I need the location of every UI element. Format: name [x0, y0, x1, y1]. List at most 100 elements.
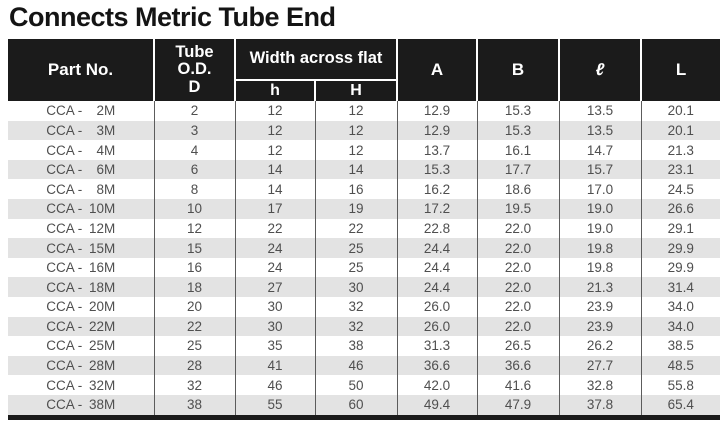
- cell-l: 48.5: [640, 355, 721, 376]
- col-header-part-no: Part No.: [8, 39, 154, 102]
- cell-ell: 13.5: [558, 101, 642, 121]
- cell-part-no: CCA - 6M: [8, 159, 154, 180]
- cell-ell: 26.2: [558, 336, 642, 356]
- col-header-h: h: [234, 80, 315, 102]
- cell-tube-od: 12: [153, 218, 235, 239]
- cell-tube-od: 6: [153, 159, 235, 180]
- cell-hh: 19: [314, 199, 398, 219]
- cell-b: 47.9: [476, 394, 560, 415]
- cell-l: 24.5: [640, 179, 721, 200]
- cell-ell: 14.7: [558, 140, 642, 160]
- part-no-size: 8M: [96, 181, 116, 197]
- cell-b: 19.5: [476, 199, 560, 219]
- cell-ell: 23.9: [558, 316, 642, 337]
- cell-l: 21.3: [640, 140, 721, 160]
- cell-b: 17.7: [476, 159, 560, 180]
- cell-h: 22: [234, 218, 315, 239]
- cell-a: 24.4: [396, 277, 478, 297]
- cell-part-no: CCA - 8M: [8, 179, 154, 200]
- part-no-prefix: CCA -: [46, 103, 83, 119]
- cell-a: 17.2: [396, 199, 478, 219]
- cell-h: 35: [234, 336, 315, 356]
- cell-tube-od: 8: [153, 179, 235, 200]
- cell-ell: 23.9: [558, 296, 642, 317]
- part-no-prefix: CCA -: [46, 142, 83, 158]
- cell-part-no: CCA - 15M: [8, 238, 154, 258]
- col-header-l: L: [640, 39, 721, 102]
- cell-a: 49.4: [396, 394, 478, 415]
- cell-a: 24.4: [396, 238, 478, 258]
- part-no-prefix: CCA -: [46, 318, 83, 334]
- cell-hh: 16: [314, 179, 398, 200]
- cell-part-no: CCA - 3M: [8, 120, 154, 141]
- cell-ell: 13.5: [558, 120, 642, 141]
- cell-h: 14: [234, 179, 315, 200]
- table-body: CCA -2M 2 12 12 12.9 15.3 13.5 20.1 CCA -3M 3 12 12…: [8, 101, 721, 415]
- cell-tube-od: 16: [153, 257, 235, 278]
- part-no-size: 20M: [88, 299, 116, 315]
- cell-tube-od: 22: [153, 316, 235, 337]
- cell-hh: 12: [314, 140, 398, 160]
- cell-l: 23.1: [640, 159, 721, 180]
- tube-od-line2: O.D.: [177, 60, 212, 79]
- cell-hh: 32: [314, 316, 398, 337]
- cell-ell: 19.0: [558, 218, 642, 239]
- cell-tube-od: 10: [153, 199, 235, 219]
- table-row: CCA -12M 12 22 22 22.8 22.0 19.0 29.1: [8, 218, 721, 239]
- part-no-size: 25M: [88, 338, 116, 354]
- cell-hh: 14: [314, 159, 398, 180]
- cell-tube-od: 32: [153, 375, 235, 395]
- tube-od-line3: D: [188, 77, 201, 96]
- table-row: CCA -28M 28 41 46 36.6 36.6 27.7 48.5: [8, 355, 721, 376]
- cell-ell: 19.8: [558, 257, 642, 278]
- cell-part-no: CCA - 20M: [8, 296, 154, 317]
- cell-a: 16.2: [396, 179, 478, 200]
- cell-l: 29.9: [640, 257, 721, 278]
- cell-b: 22.0: [476, 218, 560, 239]
- cell-part-no: CCA - 28M: [8, 355, 154, 376]
- part-no-prefix: CCA -: [46, 181, 83, 197]
- cell-tube-od: 20: [153, 296, 235, 317]
- part-no-prefix: CCA -: [46, 279, 83, 295]
- cell-a: 36.6: [396, 355, 478, 376]
- cell-part-no: CCA - 4M: [8, 140, 154, 160]
- part-no-size: 32M: [88, 377, 116, 393]
- table-row: CCA - 18M 18 27 30 24.4 22.0 21.3 31.4: [8, 277, 721, 297]
- cell-a: 12.9: [396, 120, 478, 141]
- cell-hh: 12: [314, 101, 398, 121]
- part-no-prefix: CCA -: [46, 358, 83, 374]
- cell-b: 22.0: [476, 296, 560, 317]
- cell-a: 42.0: [396, 375, 478, 395]
- part-no-size: 2M: [96, 103, 116, 119]
- table-row: CCA - 15M 15 24 25 24.4 22.0 19.8 29.9: [8, 238, 721, 258]
- cell-b: 22.0: [476, 238, 560, 258]
- cell-part-no: CCA - 32M: [8, 375, 154, 395]
- cell-h: 14: [234, 159, 315, 180]
- cell-part-no: CCA - 18M: [8, 277, 154, 297]
- cell-h: 24: [234, 257, 315, 278]
- cell-hh: 25: [314, 238, 398, 258]
- cell-hh: 46: [314, 355, 398, 376]
- tube-od-line1: Tube: [175, 43, 214, 62]
- cell-ell: 17.0: [558, 179, 642, 200]
- table-bottom-bar: [8, 414, 720, 420]
- cell-a: 22.8: [396, 218, 478, 239]
- table-row: CCA - 38M 38 55 60 49.4 47.9 37.8 65.4: [8, 394, 721, 415]
- cell-b: 15.3: [476, 120, 560, 141]
- table-row: CCA - 32M 32 46 50 42.0 41.6 32.8 55.8: [8, 375, 721, 395]
- cell-b: 22.0: [476, 257, 560, 278]
- cell-h: 30: [234, 296, 315, 317]
- cell-hh: 60: [314, 394, 398, 415]
- page-title: Connects Metric Tube End: [9, 2, 336, 32]
- part-no-prefix: CCA -: [46, 220, 83, 236]
- cell-part-no: CCA - 12M: [8, 218, 154, 239]
- cell-l: 31.4: [640, 277, 721, 297]
- cell-a: 31.3: [396, 336, 478, 356]
- part-no-prefix: CCA -: [46, 122, 83, 138]
- cell-b: 22.0: [476, 316, 560, 337]
- cell-l: 26.6: [640, 199, 721, 219]
- cell-b: 26.5: [476, 336, 560, 356]
- cell-l: 29.1: [640, 218, 721, 239]
- table-row: CCA - 8M 8 14 16 16.2 18.6 17.0 24.5: [8, 179, 721, 200]
- table-row: CCA - 20M 20 30 32 26.0 22.0 23.9 34.0: [8, 296, 721, 317]
